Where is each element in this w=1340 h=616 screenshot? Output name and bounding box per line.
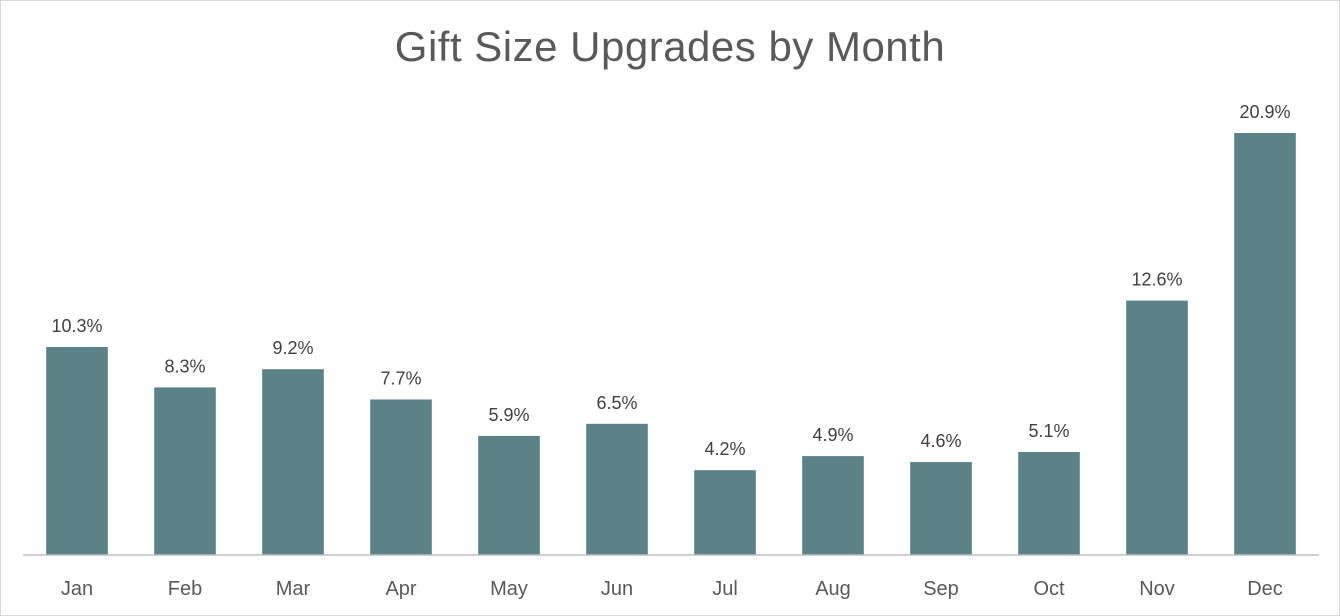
data-label-oct: 5.1% [1028,421,1069,441]
data-label-dec: 20.9% [1239,102,1290,122]
bar-nov [1126,300,1188,555]
x-tick-label-jun: Jun [601,578,633,600]
bar-aug [802,456,864,555]
data-label-jul: 4.2% [704,439,745,459]
x-tick-label-dec: Dec [1247,578,1283,600]
x-tick-label-jul: Jul [712,578,738,600]
x-tick-label-nov: Nov [1139,578,1175,600]
chart-title: Gift Size Upgrades by Month [394,23,946,70]
data-label-sep: 4.6% [920,431,961,451]
bar-apr [370,399,432,555]
x-tick-label-aug: Aug [815,578,851,600]
data-label-apr: 7.7% [380,369,421,389]
data-label-feb: 8.3% [164,356,205,376]
x-tick-label-jan: Jan [61,578,93,600]
data-label-jan: 10.3% [51,316,102,336]
bar-jul [694,470,756,555]
x-tick-label-oct: Oct [1033,578,1065,600]
data-label-mar: 9.2% [272,338,313,358]
data-labels-group: 10.3% 8.3% 9.2% 7.7% 5.9% 6.5% 4.2% 4.9% 4.6% 5.1… [51,102,1290,459]
data-label-nov: 12.6% [1131,270,1182,290]
data-label-may: 5.9% [488,405,529,425]
x-tick-labels-group: Jan Feb Mar Apr May Jun Jul Aug Sep Oct Nov Dec [61,578,1283,600]
bar-oct [1018,452,1080,555]
bar-sep [910,462,972,555]
x-tick-label-feb: Feb [168,578,202,600]
bar-dec [1234,133,1296,555]
x-tick-label-may: May [490,578,528,600]
bar-may [478,435,540,555]
data-label-jun: 6.5% [596,393,637,413]
bar-jun [586,423,648,555]
x-tick-label-mar: Mar [276,578,311,600]
bar-jan [46,347,108,555]
x-tick-label-sep: Sep [923,578,959,600]
data-label-aug: 4.9% [812,425,853,445]
x-tick-label-apr: Apr [385,578,416,600]
bar-mar [262,369,324,555]
bar-feb [154,387,216,555]
bars-group [46,133,1296,555]
